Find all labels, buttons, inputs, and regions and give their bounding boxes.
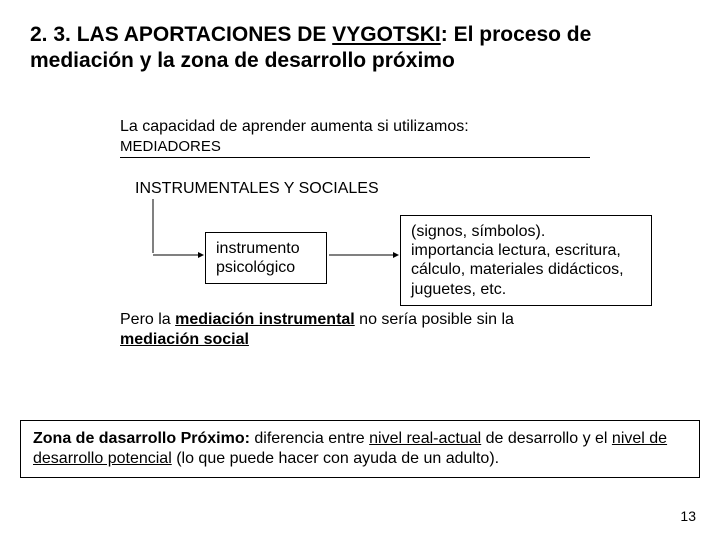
box-left-line1: instrumento — [216, 240, 300, 257]
slide: 2. 3. LAS APORTACIONES DE VYGOTSKI: El p… — [0, 0, 720, 540]
box-instrumento: instrumento psicológico — [205, 232, 327, 284]
zona-t3: (lo que puede hacer con ayuda de un adul… — [172, 450, 499, 467]
para-bu1: mediación instrumental — [175, 311, 355, 328]
zona-u1: nivel real-actual — [369, 430, 481, 447]
mediacion-paragraph: Pero la mediación instrumental no sería … — [120, 310, 590, 350]
box-right-line1: (signos, símbolos). — [411, 223, 545, 240]
zona-t2: de desarrollo y el — [481, 430, 612, 447]
box-right-line2: importancia lectura, escritura, — [411, 242, 621, 259]
para-t1: Pero la — [120, 311, 175, 328]
zona-t1: diferencia entre — [250, 430, 369, 447]
page-number: 13 — [680, 508, 696, 524]
para-bu2: mediación social — [120, 331, 249, 348]
zona-box: Zona de dasarrollo Próximo: diferencia e… — [20, 420, 700, 478]
box-right-line4: juguetes, etc. — [411, 281, 506, 298]
box-signos: (signos, símbolos). importancia lectura,… — [400, 215, 652, 306]
para-t2: no sería posible sin la — [355, 311, 514, 328]
box-right-line3: cálculo, materiales didácticos, — [411, 261, 624, 278]
zona-b1: Zona de dasarrollo Próximo: — [33, 430, 250, 447]
box-left-line2: psicológico — [216, 259, 295, 276]
